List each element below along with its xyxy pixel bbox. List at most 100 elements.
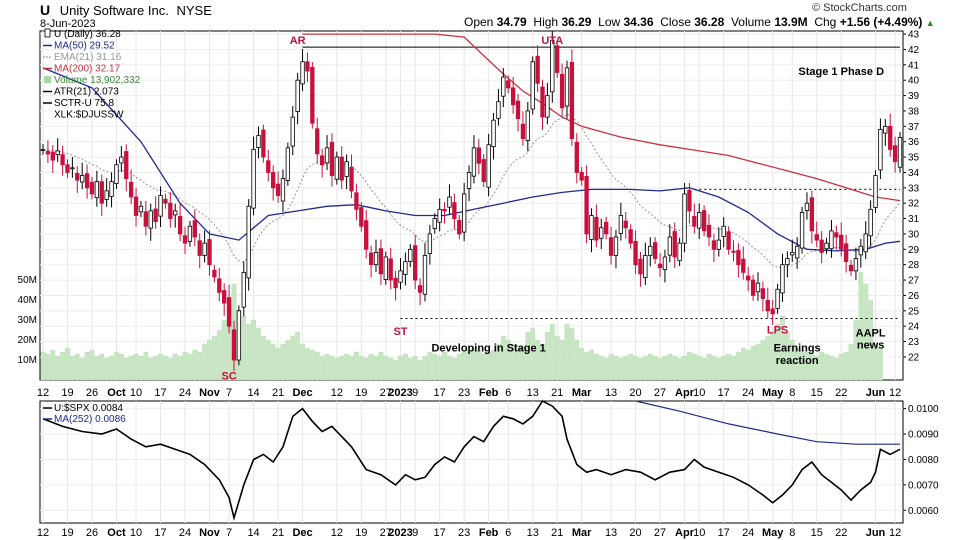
volume-bar: [104, 357, 110, 381]
volume-bar: [358, 355, 364, 381]
candle-body: [613, 236, 619, 256]
candle-body: [182, 235, 188, 244]
ratio-x-tick-label: 23: [458, 527, 470, 539]
open-value: 34.79: [496, 15, 527, 29]
volume-bar: [187, 353, 193, 381]
volume-bar: [70, 355, 75, 381]
candle-body: [457, 220, 462, 235]
volume-bar: [540, 343, 545, 381]
volume-bar: [594, 353, 599, 381]
volume-bar: [84, 351, 90, 381]
candle-body: [231, 329, 237, 361]
candle-body: [883, 125, 888, 134]
ratio-tick-label: 0.0090: [908, 430, 939, 441]
volume-bar: [45, 353, 51, 381]
volume-bar: [55, 355, 61, 381]
candle-body: [354, 192, 359, 210]
high-value: 36.29: [561, 15, 592, 29]
candle-body: [520, 123, 526, 140]
candle-body: [138, 205, 144, 213]
volume-bar: [368, 353, 374, 381]
change-value: +1.56 (+4.49%): [839, 15, 923, 29]
price-x-tick-label: Apr: [675, 387, 695, 399]
candle-body: [491, 119, 496, 148]
ratio-x-tick-label: Oct: [107, 527, 126, 539]
candle-body: [359, 207, 364, 227]
volume-bar: [554, 335, 560, 381]
volume-bar: [569, 327, 575, 381]
legend-item: Volume 13,902,332: [54, 75, 141, 86]
volume-bar: [329, 355, 335, 381]
volume-bar: [819, 351, 824, 381]
ratio-tick-label: 0.0080: [908, 455, 939, 466]
ratio-x-tick-label: Nov: [199, 527, 221, 539]
price-x-tick-label: 8: [789, 387, 795, 399]
ratio-x-tick-label: Dec: [292, 527, 312, 539]
ratio-x-tick-label: 13: [605, 527, 617, 539]
candle-body: [246, 205, 251, 279]
candle-body: [701, 210, 707, 232]
candle-body: [344, 161, 349, 177]
volume-bar: [711, 355, 717, 381]
price-x-tick-label: Oct: [107, 387, 126, 399]
volume-bar: [280, 343, 286, 381]
candle-body: [295, 79, 300, 112]
price-tick-label: 33: [908, 183, 920, 194]
volume-bar: [677, 357, 682, 381]
candle-body: [574, 141, 579, 173]
ratio-x-tick-label: 26: [86, 527, 98, 539]
volume-bar: [407, 357, 413, 381]
volume-bar: [745, 349, 751, 381]
candle-body: [413, 245, 418, 281]
up-triangle-icon: ▲: [925, 18, 935, 28]
volume-bar: [647, 353, 653, 381]
volume-bar: [114, 351, 119, 381]
ratio-x-tick-label: Mar: [572, 527, 592, 539]
candle-body: [819, 239, 824, 253]
volume-bar: [545, 331, 550, 381]
price-x-tick-label: Feb: [479, 387, 499, 399]
volume-bar: [295, 331, 301, 381]
volume-bar: [628, 353, 634, 381]
ratio-x-tick-label: 14: [247, 527, 259, 539]
price-x-tick-label: 22: [835, 387, 847, 399]
price-tick-label: 30: [908, 229, 920, 240]
ratio-x-tick-label: Apr: [675, 527, 695, 539]
candle-body: [863, 233, 868, 253]
ratio-x-tick-label: Jun: [866, 527, 886, 539]
candle-body: [667, 236, 672, 256]
volume-bar: [354, 351, 359, 381]
candle-body: [148, 210, 153, 229]
chart-annotation: AAPL: [856, 327, 886, 339]
candle-body: [114, 164, 119, 184]
volume-bar: [804, 351, 810, 381]
ratio-x-tick-label: 10: [130, 527, 142, 539]
volume-bar: [202, 343, 207, 381]
volume-bar: [197, 351, 203, 381]
volume-bar: [530, 327, 536, 381]
volume-bar: [863, 283, 869, 381]
candle-body: [40, 148, 46, 151]
volume-bar: [638, 357, 643, 381]
candle-body: [530, 61, 535, 110]
candle-body: [60, 154, 65, 166]
ratio-x-tick-label: 9: [412, 527, 418, 539]
volume-bar: [398, 355, 403, 381]
candle-body: [501, 76, 506, 97]
ratio-tick-label: 0.0070: [908, 480, 939, 491]
price-tick-label: 32: [908, 199, 920, 210]
volume-bar: [60, 351, 65, 381]
candle-body: [677, 242, 682, 262]
volume-bar: [726, 353, 731, 381]
volume-tick-label: 20M: [18, 335, 37, 346]
candle-body: [662, 256, 668, 271]
candle-body: [579, 172, 584, 181]
volume-bar: [687, 351, 692, 381]
volume-bar: [750, 345, 756, 381]
candle-body: [447, 196, 452, 208]
chart-annotation: AR: [290, 35, 306, 47]
volume-tick-label: 40M: [18, 295, 37, 306]
candle-body: [403, 261, 408, 275]
price-x-tick-label: 20: [629, 387, 641, 399]
candle-body: [75, 172, 80, 181]
